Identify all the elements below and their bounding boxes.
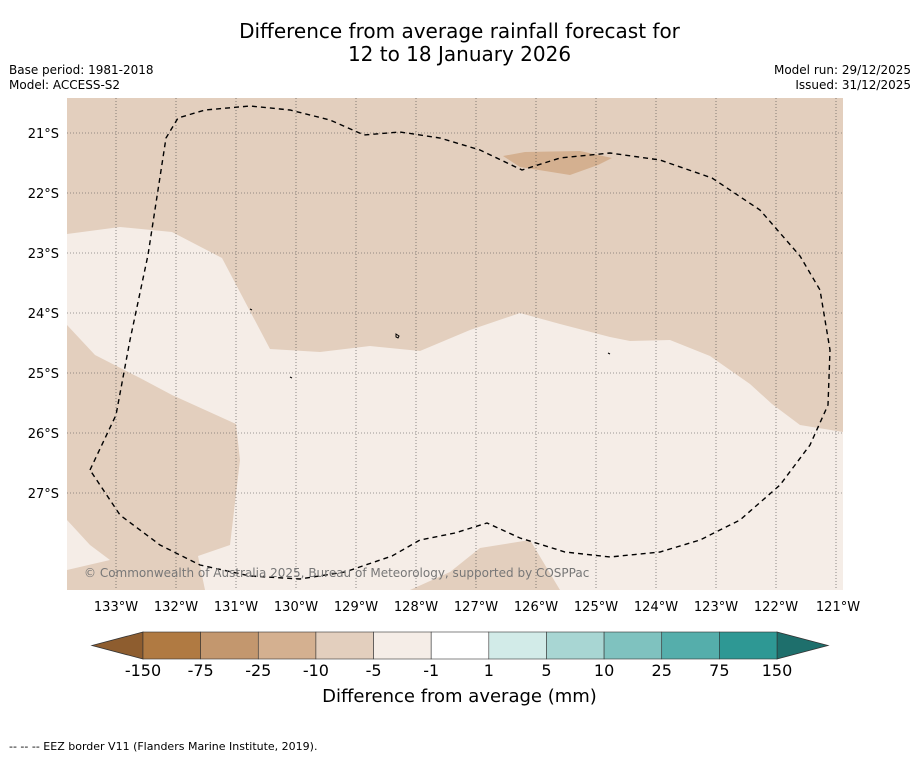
colorbar-tick-label: -75 (188, 661, 214, 680)
colorbar-tick-label: -1 (423, 661, 439, 680)
colorbar-segment (257, 631, 317, 660)
near-normal-region-west (67, 520, 110, 570)
gridlines (67, 98, 843, 590)
colorbar-segment (661, 631, 720, 660)
colorbar-extend-left (90, 631, 144, 660)
lon-label: 130°W (274, 600, 318, 615)
latitude-labels: 21°S 22°S 23°S 24°S 25°S 26°S 27°S (28, 127, 59, 502)
dry-region-north (503, 151, 612, 175)
eez-footer-note: -- -- -- EEZ border V11 (Flanders Marine… (9, 740, 318, 753)
base-period-text: Base period: 1981-2018 (9, 63, 154, 77)
lat-label: 22°S (28, 187, 59, 202)
colorbar-tick-label: 75 (709, 661, 729, 680)
lon-label: 126°W (514, 600, 558, 615)
colorbar-tick-label: 1 (484, 661, 494, 680)
colorbar-ticks: -150 -75 -25 -10 -5 -1 1 5 10 25 75 150 (125, 661, 792, 680)
eez-border (89, 105, 831, 580)
lon-label: 132°W (154, 600, 198, 615)
island-outline (395, 333, 400, 339)
lat-label: 24°S (28, 307, 59, 322)
lat-label: 27°S (28, 487, 59, 502)
colorbar-segment (603, 631, 663, 660)
model-text: Model: ACCESS-S2 (9, 78, 121, 92)
lon-label: 125°W (574, 600, 618, 615)
longitude-labels: 133°W 132°W 131°W 130°W 129°W 128°W 127°… (94, 600, 860, 615)
model-run-text: Model run: 29/12/2025 (773, 63, 911, 77)
lon-label: 123°W (694, 600, 738, 615)
colorbar-tick-label: -25 (245, 661, 271, 680)
colorbar-tick-label: 5 (541, 661, 551, 680)
lon-label: 127°W (454, 600, 498, 615)
colorbar-tick-label: -10 (303, 661, 329, 680)
colorbar-segment (142, 631, 201, 660)
lon-label: 133°W (94, 600, 138, 615)
colorbar-segment (315, 631, 374, 660)
colorbar-label: Difference from average (mm) (322, 686, 597, 707)
colorbar-tick-label: 150 (762, 661, 793, 680)
colorbar-segment (546, 631, 605, 660)
lon-label: 121°W (816, 600, 860, 615)
lon-label: 128°W (394, 600, 438, 615)
colorbar-segment (200, 631, 259, 660)
colorbar (90, 631, 830, 660)
map-area: © Commonwealth of Australia 2025, Bureau… (67, 98, 843, 590)
coastline-dots (249, 308, 611, 379)
lon-label: 122°W (754, 600, 798, 615)
issued-text: Issued: 31/12/2025 (795, 78, 911, 92)
colorbar-tick-label: -150 (125, 661, 161, 680)
colorbar-tick-label: 10 (594, 661, 614, 680)
colorbar-segment (430, 631, 490, 660)
island-dot (289, 376, 293, 379)
colorbar-segment (488, 631, 547, 660)
copyright-text: © Commonwealth of Australia 2025, Bureau… (84, 566, 589, 580)
lon-label: 131°W (214, 600, 258, 615)
lon-label: 129°W (334, 600, 378, 615)
lat-label: 26°S (28, 427, 59, 442)
colorbar-tick-label: -5 (366, 661, 382, 680)
near-normal-region (67, 227, 843, 590)
colorbar-tick-label: 25 (652, 661, 672, 680)
colorbar-extend-right (776, 631, 830, 660)
colorbar-segment (373, 631, 432, 660)
island-dot (249, 308, 253, 311)
island-dot (607, 352, 611, 355)
chart-title-line-1: Difference from average rainfall forecas… (239, 19, 680, 43)
chart-title-line-2: 12 to 18 January 2026 (347, 42, 572, 66)
lat-label: 25°S (28, 367, 59, 382)
colorbar-segment (719, 631, 778, 660)
lat-label: 23°S (28, 247, 59, 262)
lon-label: 124°W (634, 600, 678, 615)
lat-label: 21°S (28, 127, 59, 142)
